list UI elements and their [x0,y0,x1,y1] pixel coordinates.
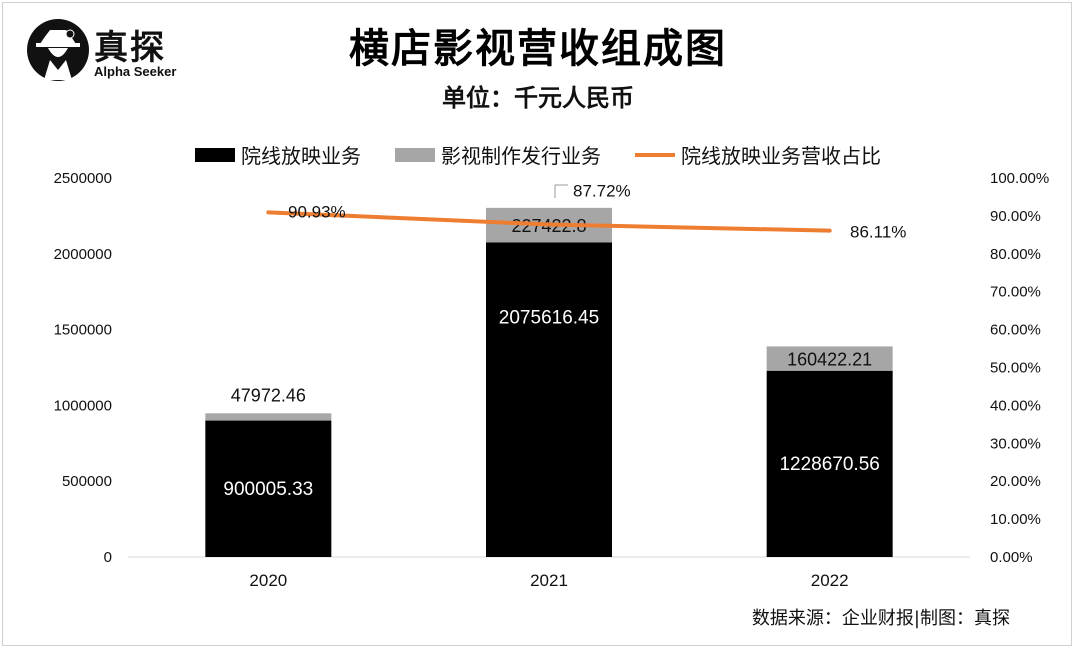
y-right-tick-label: 60.00% [990,322,1041,339]
data-label-screening: 900005.33 [223,479,313,500]
legend-swatch-ratio [635,152,675,157]
y-right-tick-label: 30.00% [990,435,1041,452]
y-right-tick-label: 80.00% [990,246,1041,263]
chart-subtitle: 单位：千元人民币 [442,84,634,112]
brand-tagline: Alpha Seeker [94,64,177,79]
y-left-tick-label: 1000000 [54,397,112,414]
bar-screening [486,242,612,557]
y-right-tick-label: 10.00% [990,511,1041,528]
y-left-tick-label: 1500000 [54,322,112,339]
legend-label-production: 影视制作发行业务 [441,144,601,168]
x-tick-label: 2022 [811,571,849,590]
data-label-production: 47972.46 [231,385,306,405]
bar-screening [766,370,893,557]
chart-legend: 院线放映业务 影视制作发行业务 院线放映业务营收占比 [0,140,1076,169]
brand-name: 真探 [94,28,166,68]
data-label-production: 160422.21 [787,350,872,370]
legend-swatch-production [395,147,435,162]
ratio-data-label: 90.93% [288,202,346,221]
legend-item-production: 影视制作发行业务 [395,140,601,169]
data-label-screening: 2075616.45 [499,308,599,329]
bar-production [205,413,332,421]
y-right-tick-label: 90.00% [990,208,1041,225]
y-right-tick-label: 50.00% [990,360,1041,377]
legend-label-ratio: 院线放映业务营收占比 [681,144,881,168]
data-label-screening: 1228670.56 [779,454,879,475]
y-left-tick-label: 2500000 [54,170,112,187]
ratio-line [266,210,832,233]
legend-item-screening: 院线放映业务 [195,140,361,169]
bar-production [766,346,893,371]
ratio-data-label: 87.72% [573,182,631,201]
y-right-tick-label: 70.00% [990,284,1041,301]
y-right-tick-label: 40.00% [990,397,1041,414]
x-tick-label: 2020 [249,571,287,590]
y-left-tick-label: 2000000 [54,246,112,263]
ratio-data-label: 86.11% [850,223,906,242]
bar-screening [205,420,332,557]
y-left-tick-label: 0 [104,549,112,566]
y-right-tick-label: 20.00% [990,473,1041,490]
brand-logo: 真探 Alpha Seeker [26,16,186,86]
legend-label-screening: 院线放映业务 [241,144,361,168]
y-right-tick-label: 100.00% [990,170,1049,187]
detective-icon [27,19,89,81]
legend-item-ratio: 院线放映业务营收占比 [635,140,881,169]
chart-title: 横店影视营收组成图 [349,25,727,72]
legend-swatch-screening [195,147,235,162]
y-right-tick-label: 0.00% [990,549,1033,566]
x-tick-label: 2021 [530,571,568,590]
y-left-tick-label: 500000 [62,473,112,490]
source-note: 数据来源：企业财报|制图：真探 [751,608,1010,629]
